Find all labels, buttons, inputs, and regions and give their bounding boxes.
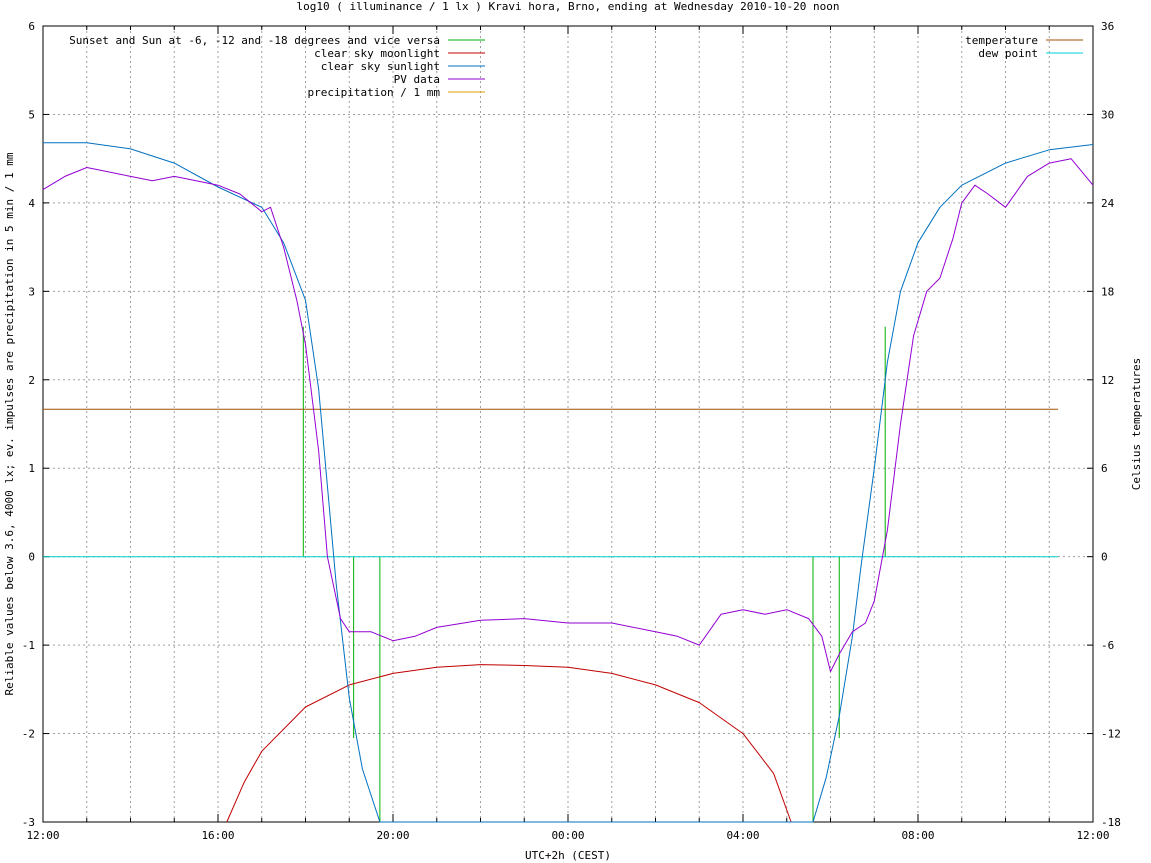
y-axis-left: -3 -2 -1 0 1 2 3 4 5 6 (22, 20, 49, 829)
y-tick-left-label: 5 (28, 108, 35, 121)
y-axis-right-label: Celsius temperatures (1130, 358, 1143, 490)
x-tick-label: 12:00 (26, 829, 59, 842)
series-layer (42, 142, 1094, 823)
y-tick-left-label: -2 (22, 728, 35, 741)
series-line-pv-data (42, 158, 1094, 673)
legend-label: clear sky sunlight (321, 60, 440, 73)
chart-title: log10 ( illuminance / 1 lx ) Kravi hora,… (296, 0, 839, 13)
legend-label: PV data (394, 73, 440, 86)
y-tick-left-label: 6 (28, 20, 35, 33)
y-tick-right-label: 36 (1101, 20, 1114, 33)
y-tick-right-label: 18 (1101, 285, 1114, 298)
y-tick-left-label: 1 (28, 462, 35, 475)
x-tick-label: 00:00 (551, 829, 584, 842)
x-tick-label: 12:00 (1076, 829, 1109, 842)
legend-left: Sunset and Sun at -6, -12 and -18 degree… (69, 34, 485, 99)
legend-label: dew point (978, 47, 1038, 60)
y-tick-right-label: 6 (1101, 462, 1108, 475)
x-tick-label: 04:00 (726, 829, 759, 842)
sun-event-lines (302, 326, 886, 822)
series-line-clear-sky-moonlight (226, 664, 792, 823)
y-axis-left-label: Reliable values below 3.6, 4000 lx; ev. … (3, 152, 16, 695)
y-tick-left-label: -1 (22, 639, 35, 652)
x-tick-label: 08:00 (901, 829, 934, 842)
y-tick-left-label: -3 (22, 816, 35, 829)
y-tick-left-label: 0 (28, 551, 35, 564)
y-tick-right-label: 12 (1101, 374, 1114, 387)
y-tick-right-label: 30 (1101, 108, 1114, 121)
y-tick-left-label: 4 (28, 197, 35, 210)
y-tick-right-label: -18 (1101, 816, 1121, 829)
legend-label: temperature (965, 34, 1038, 47)
y-tick-right-label: -12 (1101, 728, 1121, 741)
y-tick-left-label: 3 (28, 285, 35, 298)
y-tick-right-label: 0 (1101, 551, 1108, 564)
y-axis-right: -18 -12 -6 0 6 12 18 24 30 36 (1087, 20, 1121, 829)
legend-label: Sunset and Sun at -6, -12 and -18 degree… (69, 34, 440, 47)
legend-label: precipitation / 1 mm (308, 86, 441, 99)
x-axis-label: UTC+2h (CEST) (525, 849, 611, 862)
y-tick-right-label: -6 (1101, 639, 1114, 652)
grid (43, 26, 1093, 822)
x-axis: 12:00 16:00 20:00 00:00 04:00 08:00 12:00 (26, 26, 1110, 842)
legend-label: clear sky moonlight (314, 47, 440, 60)
x-tick-label: 16:00 (201, 829, 234, 842)
x-tick-label: 20:00 (376, 829, 409, 842)
y-tick-left-label: 2 (28, 374, 35, 387)
series-line-clear-sky-sunlight (43, 142, 1094, 823)
y-tick-right-label: 24 (1101, 197, 1115, 210)
